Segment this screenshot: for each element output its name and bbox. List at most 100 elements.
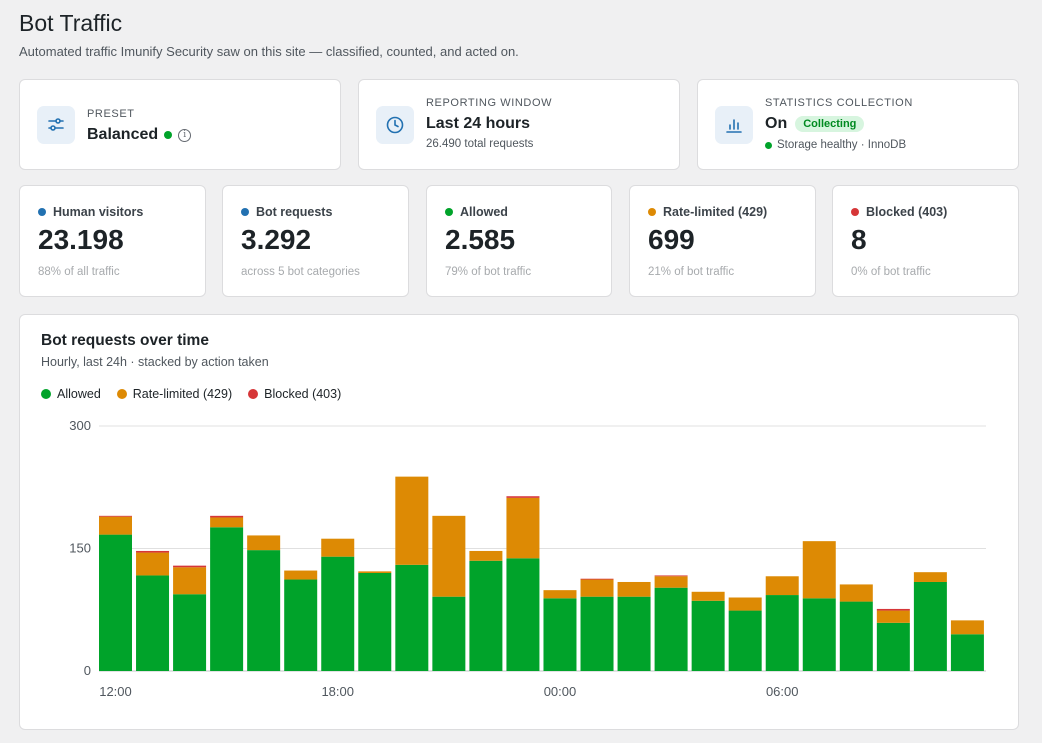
bar-segment-rate-limited-429[interactable] bbox=[210, 517, 244, 528]
stat-label: Allowed bbox=[460, 205, 508, 219]
bar-segment-rate-limited-429[interactable] bbox=[728, 597, 762, 611]
stat-dot bbox=[851, 208, 859, 216]
bar-segment-blocked-403[interactable] bbox=[580, 578, 614, 580]
bar-segment-allowed[interactable] bbox=[99, 534, 132, 671]
stat-label: Human visitors bbox=[53, 205, 144, 219]
stat-card-allowed: Allowed 2.585 79% of bot traffic bbox=[426, 185, 612, 297]
storage-status-dot bbox=[765, 141, 772, 149]
bar-segment-blocked-403[interactable] bbox=[210, 515, 244, 518]
stat-value: 699 bbox=[648, 224, 695, 255]
bar-segment-rate-limited-429[interactable] bbox=[580, 579, 614, 597]
stat-label-row: Bot requests bbox=[241, 205, 332, 219]
bar-segment-rate-limited-429[interactable] bbox=[99, 516, 132, 535]
bar-segment-allowed[interactable] bbox=[691, 600, 725, 671]
bar-segment-blocked-403[interactable] bbox=[136, 550, 170, 553]
bar-segment-rate-limited-429[interactable] bbox=[136, 552, 170, 576]
reporting-window-value: Last 24 hours bbox=[426, 115, 531, 132]
bar-segment-allowed[interactable] bbox=[950, 634, 984, 671]
statistics-value-row: On Collecting bbox=[765, 115, 865, 133]
bar-segment-rate-limited-429[interactable] bbox=[617, 581, 651, 597]
bar-segment-rate-limited-429[interactable] bbox=[358, 571, 392, 573]
legend-label: Blocked (403) bbox=[264, 387, 342, 401]
stat-sub: 88% of all traffic bbox=[38, 266, 120, 278]
bar-segment-rate-limited-429[interactable] bbox=[432, 515, 466, 597]
page-title: Bot Traffic bbox=[19, 10, 123, 36]
stat-card-rate-limited: Rate-limited (429) 699 21% of bot traffi… bbox=[629, 185, 816, 297]
stat-dot bbox=[648, 208, 656, 216]
bar-segment-allowed[interactable] bbox=[839, 601, 873, 671]
bar-segment-allowed[interactable] bbox=[210, 527, 244, 671]
bar-segment-rate-limited-429[interactable] bbox=[876, 610, 910, 623]
x-tick-label: 18:00 bbox=[321, 684, 354, 699]
bar-segment-rate-limited-429[interactable] bbox=[654, 576, 688, 588]
x-tick-label: 06:00 bbox=[766, 684, 799, 699]
stat-dot bbox=[445, 208, 453, 216]
bar-segment-rate-limited-429[interactable] bbox=[284, 570, 318, 580]
bot-requests-chart: 0 150 300 12:00 18:00 00:00 06:00 bbox=[69, 418, 986, 699]
stat-label-row: Human visitors bbox=[38, 205, 143, 219]
bar-segment-allowed[interactable] bbox=[284, 579, 318, 671]
bar-segment-blocked-403[interactable] bbox=[876, 608, 910, 611]
stat-value: 3.292 bbox=[241, 224, 312, 255]
bar-segment-allowed[interactable] bbox=[913, 581, 947, 671]
bar-segment-allowed[interactable] bbox=[358, 573, 392, 671]
bar-segment-allowed[interactable] bbox=[469, 560, 503, 671]
bar-segment-allowed[interactable] bbox=[654, 587, 688, 671]
bar-segment-rate-limited-429[interactable] bbox=[395, 476, 429, 565]
bar-segment-allowed[interactable] bbox=[543, 598, 577, 671]
bar-segment-rate-limited-429[interactable] bbox=[543, 590, 577, 599]
total-requests: 26.490 total requests bbox=[426, 138, 534, 150]
stat-card-human-visitors: Human visitors 23.198 88% of all traffic bbox=[19, 185, 206, 297]
storage-status-row: Storage healthy · InnoDB bbox=[765, 139, 906, 151]
stat-dot bbox=[241, 208, 249, 216]
bar-segment-rate-limited-429[interactable] bbox=[691, 591, 725, 601]
chart-title: Bot requests over time bbox=[41, 332, 209, 349]
bar-segment-rate-limited-429[interactable] bbox=[469, 550, 503, 561]
bar-segment-allowed[interactable] bbox=[765, 595, 799, 671]
page-subtitle: Automated traffic Imunify Security saw o… bbox=[19, 44, 519, 59]
info-icon[interactable]: i bbox=[178, 128, 192, 142]
bar-segment-blocked-403[interactable] bbox=[654, 575, 688, 577]
bar-segment-rate-limited-429[interactable] bbox=[247, 535, 281, 551]
bar-segment-allowed[interactable] bbox=[321, 556, 355, 671]
stat-label-row: Allowed bbox=[445, 205, 508, 219]
stat-label: Rate-limited (429) bbox=[663, 205, 768, 219]
bar-segment-allowed[interactable] bbox=[802, 598, 836, 671]
reporting-window-card: REPORTING WINDOW Last 24 hours 26.490 to… bbox=[358, 79, 680, 170]
preset-status-dot bbox=[164, 131, 173, 139]
storage-status: Storage healthy · InnoDB bbox=[777, 139, 907, 151]
bar-segment-rate-limited-429[interactable] bbox=[321, 538, 355, 557]
statistics-collection-label: STATISTICS COLLECTION bbox=[765, 97, 913, 109]
bar-segment-rate-limited-429[interactable] bbox=[765, 576, 799, 596]
bar-segment-allowed[interactable] bbox=[432, 596, 466, 671]
y-tick-label: 0 bbox=[84, 663, 91, 678]
legend-dot bbox=[248, 389, 259, 399]
bar-segment-allowed[interactable] bbox=[173, 594, 207, 671]
bar-segment-allowed[interactable] bbox=[395, 564, 429, 671]
bar-segment-allowed[interactable] bbox=[728, 610, 762, 671]
bar-segment-rate-limited-429[interactable] bbox=[506, 497, 540, 559]
chart-legend: Allowed Rate-limited (429) Blocked (403) bbox=[41, 387, 341, 401]
stat-dot bbox=[38, 208, 46, 216]
bar-segment-rate-limited-429[interactable] bbox=[802, 541, 836, 599]
bar-segment-allowed[interactable] bbox=[617, 596, 651, 671]
bar-segment-allowed[interactable] bbox=[580, 596, 614, 671]
legend-item-rate-limited[interactable]: Rate-limited (429) bbox=[116, 387, 232, 401]
legend-item-allowed[interactable]: Allowed bbox=[41, 387, 101, 401]
bar-segment-rate-limited-429[interactable] bbox=[839, 584, 873, 602]
bar-segment-allowed[interactable] bbox=[506, 558, 540, 671]
stat-sub: 0% of bot traffic bbox=[851, 266, 931, 278]
bar-segment-rate-limited-429[interactable] bbox=[950, 620, 984, 635]
bar-segment-allowed[interactable] bbox=[876, 622, 910, 671]
bar-segment-allowed[interactable] bbox=[247, 550, 281, 671]
bar-segment-blocked-403[interactable] bbox=[99, 515, 132, 517]
legend-label: Allowed bbox=[57, 387, 101, 401]
preset-label: PRESET bbox=[87, 108, 135, 120]
status-badge: Collecting bbox=[795, 116, 865, 132]
bar-segment-blocked-403[interactable] bbox=[173, 565, 207, 568]
bar-segment-rate-limited-429[interactable] bbox=[913, 572, 947, 582]
bar-segment-rate-limited-429[interactable] bbox=[173, 567, 207, 595]
legend-item-blocked[interactable]: Blocked (403) bbox=[248, 387, 341, 401]
bar-segment-allowed[interactable] bbox=[136, 575, 170, 671]
bar-segment-blocked-403[interactable] bbox=[506, 496, 540, 498]
